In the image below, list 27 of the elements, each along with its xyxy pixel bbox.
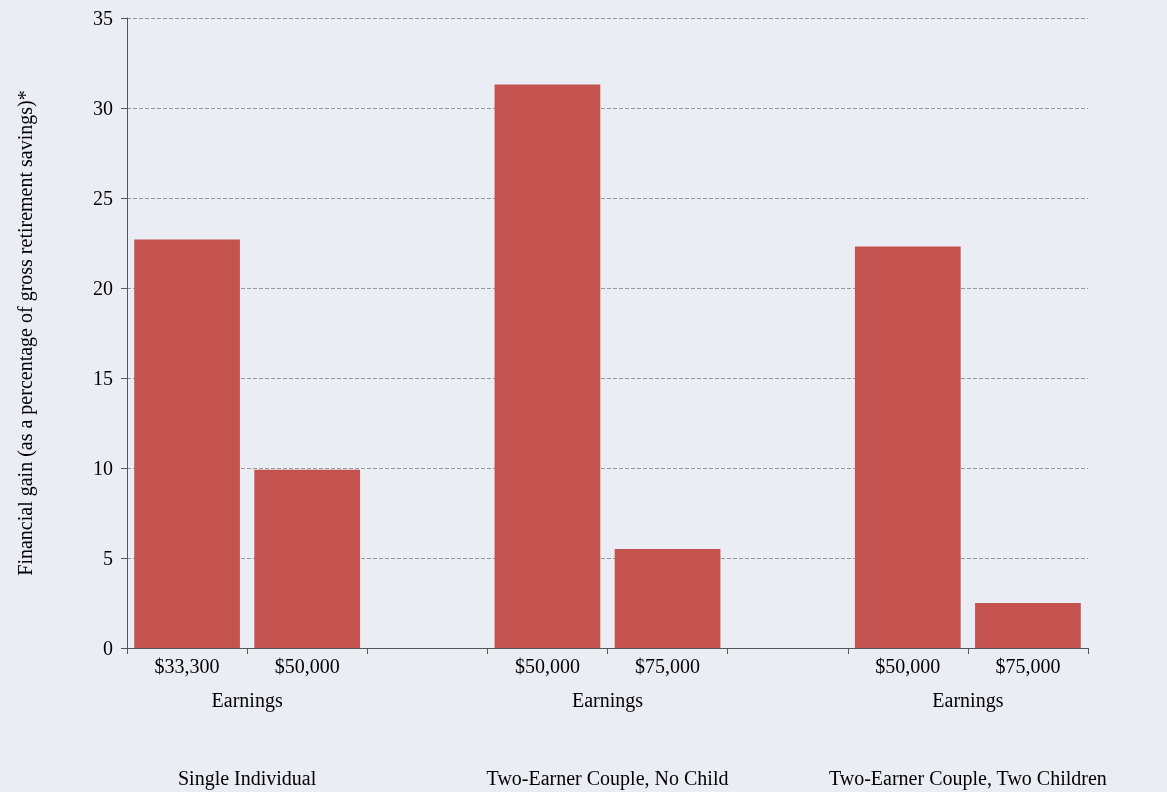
text: Earnings bbox=[211, 689, 283, 712]
x-tick-label: $75,000 bbox=[995, 655, 1061, 677]
text: Earnings bbox=[932, 689, 1004, 712]
bar bbox=[494, 84, 601, 648]
bar bbox=[975, 603, 1081, 648]
x-tick-label: $50,000 bbox=[514, 655, 580, 677]
y-tick-label: 5 bbox=[103, 547, 113, 569]
x-tick-label: $50,000 bbox=[274, 655, 340, 677]
bar bbox=[134, 239, 240, 648]
y-tick-label: 15 bbox=[93, 367, 113, 389]
x-tick-label: $50,000 bbox=[875, 655, 941, 677]
bar bbox=[254, 469, 361, 648]
text: Single Individual bbox=[177, 767, 317, 790]
y-tick-label: 10 bbox=[93, 457, 113, 479]
y-axis-title: Financial gain (as a percentage of gross retirement savings)* bbox=[14, 90, 37, 576]
y-tick-label: 20 bbox=[93, 277, 113, 299]
text: Earnings bbox=[571, 689, 644, 712]
y-tick-label: 0 bbox=[103, 637, 113, 659]
text: Two-Earner Couple, Two Children bbox=[828, 767, 1107, 790]
y-tick-label: 35 bbox=[93, 7, 113, 29]
y-tick-label: 30 bbox=[93, 97, 113, 119]
y-tick-label: 25 bbox=[93, 187, 113, 209]
x-tick-label: $33,300 bbox=[154, 655, 220, 677]
x-tick-label: $75,000 bbox=[635, 655, 701, 677]
bar bbox=[854, 246, 961, 648]
text: Two-Earner Couple, No Child bbox=[486, 767, 729, 790]
bar bbox=[614, 549, 721, 648]
